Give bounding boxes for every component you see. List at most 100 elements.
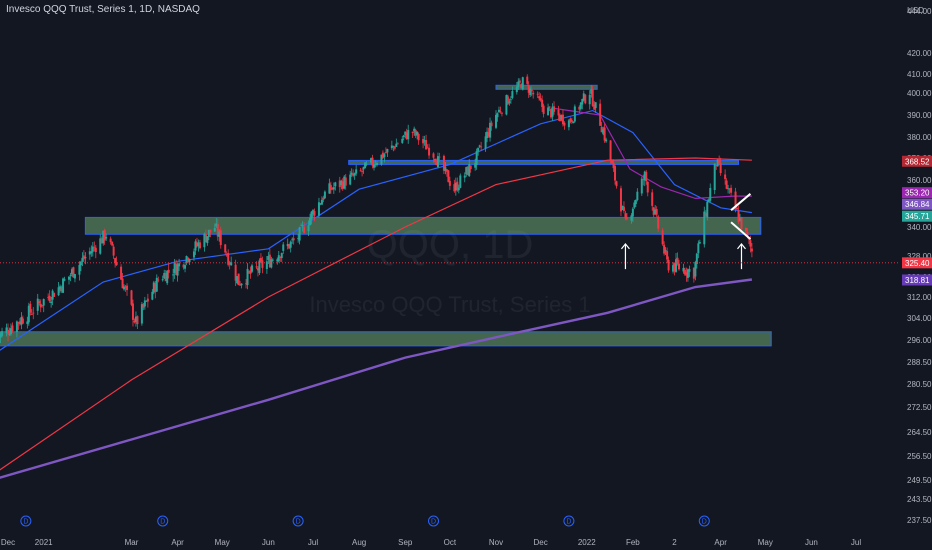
x-tick-label: 2021 [35, 538, 53, 547]
candle [456, 177, 459, 192]
candle [374, 160, 377, 168]
candle [36, 293, 39, 316]
candle [126, 283, 129, 296]
candle [500, 112, 503, 117]
candle [328, 178, 331, 194]
candle [48, 290, 51, 304]
candle [288, 243, 291, 250]
candle [7, 323, 9, 342]
dividend-icon[interactable]: D [428, 515, 440, 527]
candle [466, 166, 469, 176]
candle [259, 253, 262, 263]
candle [685, 267, 688, 282]
candle [197, 239, 200, 252]
candle [131, 299, 134, 327]
candle [459, 173, 462, 189]
dividend-letter: D [160, 519, 165, 526]
candle [444, 161, 447, 175]
candle [539, 93, 542, 102]
candle [359, 168, 362, 172]
candle [18, 318, 21, 326]
candle [292, 232, 295, 245]
candle [425, 134, 428, 150]
candle [704, 210, 707, 218]
candle [484, 132, 487, 152]
candle [136, 315, 139, 329]
candle [102, 230, 105, 246]
candle [612, 159, 615, 172]
candle [320, 196, 323, 205]
candle [59, 284, 62, 293]
candle [538, 92, 541, 101]
candle [286, 238, 289, 250]
candle [173, 259, 176, 279]
candle [636, 188, 639, 202]
candle [182, 263, 185, 270]
candle [750, 243, 753, 258]
moving-average-line-1 [0, 109, 752, 351]
candle [652, 206, 655, 218]
candle [655, 206, 658, 217]
candle [234, 259, 237, 287]
candle [343, 175, 346, 190]
candle [246, 263, 249, 290]
candle [352, 169, 355, 178]
candle [591, 85, 594, 107]
candle [438, 152, 441, 163]
candle [91, 242, 94, 257]
candle [134, 311, 137, 327]
candle [176, 262, 179, 282]
candle [332, 182, 335, 194]
price-tag-label: 346.84 [905, 200, 930, 209]
candle [594, 102, 597, 113]
candle [307, 220, 310, 237]
up-arrow-2 [737, 242, 746, 270]
dividend-icon[interactable]: D [292, 515, 304, 527]
candle [593, 101, 596, 111]
moving-average-line-4 [553, 107, 752, 200]
candle [227, 249, 230, 267]
candle [1, 327, 4, 338]
candle [142, 303, 145, 311]
candle [206, 236, 209, 246]
dividend-icon[interactable]: D [698, 515, 710, 527]
candle [73, 273, 76, 283]
time-axis[interactable]: Dec 2021 Mar Apr May Jun Jul Aug Sep Oct Nov Dec 202… [1, 538, 861, 547]
candle [167, 263, 170, 279]
candle [405, 128, 408, 140]
candle [713, 163, 716, 195]
candle [255, 261, 258, 270]
candle [622, 201, 625, 214]
candle [157, 276, 160, 283]
candle [428, 143, 431, 159]
candle [630, 213, 633, 224]
x-tick-label: Jul [851, 538, 861, 547]
x-tick-label: 2022 [578, 538, 596, 547]
candle [495, 110, 497, 130]
dividend-icon[interactable]: D [563, 515, 575, 527]
y-tick-label: 264.50 [907, 428, 932, 437]
candle [178, 258, 181, 271]
candle [386, 148, 389, 157]
candle [706, 199, 709, 221]
dividend-icon[interactable]: D [20, 515, 32, 527]
candle [364, 161, 367, 169]
candle [60, 285, 63, 293]
candle [599, 99, 602, 127]
candle [184, 261, 187, 273]
moving-average-line-3 [0, 278, 753, 479]
y-tick-label: 400.00 [907, 89, 932, 98]
candle [204, 229, 207, 243]
candle [682, 263, 685, 274]
candle [155, 274, 158, 292]
moving-averages [0, 107, 753, 479]
dividend-icon[interactable]: D [157, 515, 169, 527]
candle [340, 179, 343, 190]
candle [716, 159, 719, 167]
candle [390, 140, 393, 150]
x-tick-label: Nov [489, 538, 503, 547]
watermark-name: Invesco QQQ Trust, Series 1 [309, 292, 590, 317]
candle [582, 90, 585, 102]
candle [463, 172, 466, 183]
